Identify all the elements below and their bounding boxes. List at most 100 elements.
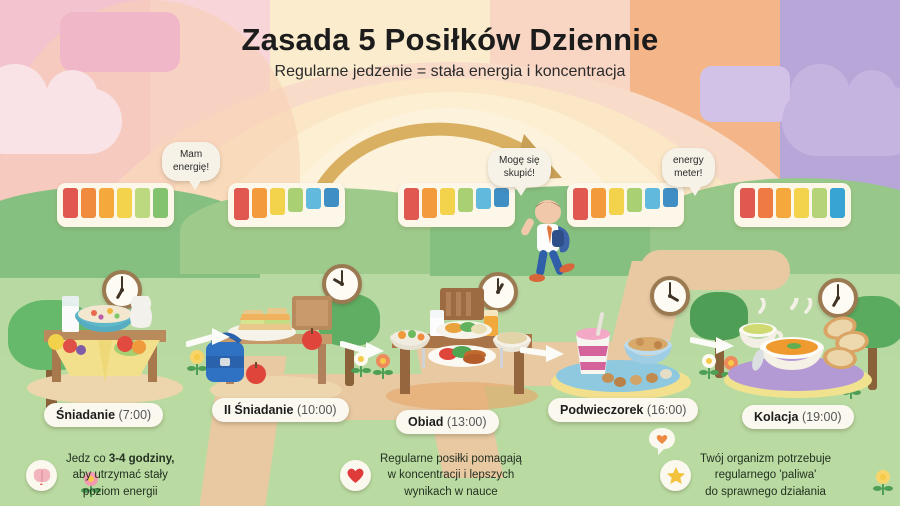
connector-arrow-4 <box>690 337 734 354</box>
tip-text: Regularne posiłki pomagają w koncentracj… <box>380 451 522 500</box>
running-schoolboy-icon <box>521 200 575 282</box>
energy-bar-3 <box>99 188 114 218</box>
meal-label-lunch[interactable]: Obiad (13:00) <box>396 410 499 434</box>
energy-bar-3 <box>776 188 791 218</box>
flower-4 <box>350 352 372 378</box>
tip-line-2: aby utrzymać stały <box>72 469 168 482</box>
tip-line-2: w koncentracji i lepszych <box>387 469 515 482</box>
energy-bar-6 <box>663 188 678 207</box>
energy-bar-4 <box>117 188 132 218</box>
bubble-line-1: energy <box>673 155 704 166</box>
clock-minute-hand <box>669 282 671 296</box>
bubble-line-1: Mogę się <box>499 155 540 166</box>
energy-bar-1 <box>573 188 588 220</box>
meal-name: Śniadanie <box>56 408 116 422</box>
energy-bar-5 <box>645 188 660 209</box>
clock-pin <box>120 288 124 292</box>
speech-bubble-focus: Mogę się skupić! <box>488 148 551 196</box>
scene-afternoon-snack <box>551 312 691 400</box>
scene-lunch <box>386 288 538 410</box>
energy-bar-3 <box>440 188 455 215</box>
flower-2 <box>186 350 208 376</box>
clock-pin <box>496 290 500 294</box>
tip-line-3: do sprawnego działania <box>705 485 826 498</box>
meal-name: Kolacja <box>754 410 799 424</box>
clock-pin <box>340 282 344 286</box>
cloud-right <box>782 64 900 156</box>
meal-name: II Śniadanie <box>224 403 294 417</box>
energy-meter-lunch[interactable] <box>398 183 515 227</box>
tip-line-3: poziom energii <box>82 485 158 498</box>
clock-minute-hand <box>341 270 343 284</box>
meal-time: (19:00) <box>801 410 842 424</box>
meal-time: (16:00) <box>646 403 687 417</box>
bubble-line-2: skupić! <box>503 167 535 179</box>
speech-bubble-energy: Mam energię! <box>162 142 221 190</box>
cloud-top-left <box>60 12 180 72</box>
star-icon <box>660 460 691 491</box>
flower-6 <box>698 354 720 380</box>
energy-meter-second-breakfast[interactable] <box>228 183 345 227</box>
energy-bar-2 <box>422 188 437 218</box>
energy-bar-3 <box>609 188 624 215</box>
energy-bar-5 <box>812 188 827 218</box>
tip-focus: Regularne posiłki pomagają w koncentracj… <box>340 451 622 500</box>
cloud-top-right <box>700 66 790 122</box>
bubble-line-2: meter! <box>674 167 703 179</box>
energy-bar-4 <box>288 188 303 212</box>
tip-line-1: Twój organizm potrzebuje <box>700 453 832 466</box>
energy-bar-1 <box>404 188 419 220</box>
flower-1 <box>80 472 102 498</box>
energy-bar-3 <box>270 188 285 215</box>
energy-bar-5 <box>306 188 321 209</box>
energy-bar-2 <box>252 188 267 218</box>
orange-heart-marker-icon <box>649 428 675 455</box>
energy-bar-1 <box>63 188 78 218</box>
energy-bar-5 <box>476 188 491 209</box>
energy-bar-1 <box>234 188 249 220</box>
energy-meter-afternoon-snack[interactable] <box>567 183 684 227</box>
flower-5 <box>372 354 394 380</box>
tip-fuel: Twój organizm potrzebuje regularnego 'pa… <box>660 451 900 500</box>
page-title: Zasada 5 Posiłków Dziennie <box>241 22 659 57</box>
energy-bar-6 <box>494 188 509 207</box>
clock-minute-hand <box>837 284 839 298</box>
clock-dinner <box>818 278 858 318</box>
meal-label-afternoon-snack[interactable]: Podwieczorek (16:00) <box>548 398 699 422</box>
flower-8 <box>872 470 894 496</box>
energy-bar-4 <box>458 188 473 212</box>
energy-bar-1 <box>740 188 755 218</box>
scene-dinner <box>724 298 872 398</box>
energy-bar-2 <box>591 188 606 218</box>
heart-icon <box>340 460 371 491</box>
tip-line-1: Regularne posiłki pomagają <box>380 453 522 466</box>
connector-arrow-1 <box>186 328 230 347</box>
meal-time: (10:00) <box>296 403 337 417</box>
clock-pin <box>668 294 672 298</box>
bubble-line-1: Mam <box>179 149 203 160</box>
brain-icon <box>26 460 57 491</box>
connector-arrow-2 <box>340 341 384 359</box>
meal-label-second-breakfast[interactable]: II Śniadanie (10:00) <box>212 398 349 422</box>
meal-label-breakfast[interactable]: Śniadanie (7:00) <box>44 403 164 427</box>
clock-minute-hand <box>497 278 499 292</box>
energy-meter-breakfast[interactable] <box>57 183 174 227</box>
tip-text: Jedz co 3-4 godziny, aby utrzymać stały … <box>66 451 174 500</box>
speech-bubble-meter: energy meter! <box>662 148 715 196</box>
tip-line-3: wynikach w nauce <box>404 485 498 498</box>
clock-afternoon-snack <box>650 276 690 316</box>
page-subtitle: Regularne jedzenie = stała energia i kon… <box>274 63 626 80</box>
energy-bar-6 <box>830 188 845 218</box>
scene-breakfast <box>27 296 183 404</box>
tip-line-1-bold: 3-4 godziny, <box>108 453 175 466</box>
energy-meter-dinner[interactable] <box>734 183 851 227</box>
energy-bar-2 <box>81 188 96 218</box>
scene-second-breakfast <box>206 296 342 404</box>
energy-bar-6 <box>153 188 168 218</box>
bubble-line-2: energię! <box>173 161 210 173</box>
clock-pin <box>836 296 840 300</box>
meal-label-dinner[interactable]: Kolacja (19:00) <box>742 405 854 429</box>
clock-minute-hand <box>121 276 123 290</box>
energy-bar-5 <box>135 188 150 218</box>
